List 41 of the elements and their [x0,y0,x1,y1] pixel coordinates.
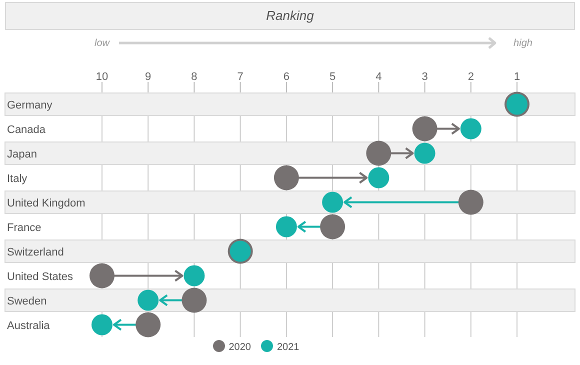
y-tick-label: United States [7,270,74,283]
y-tick-label: Canada [7,124,46,136]
point [460,118,482,140]
point [322,192,344,213]
point [412,116,438,142]
point [184,265,205,286]
y-tick-label: Switzerland [7,246,64,258]
x-tick-label: 2 [468,71,474,83]
point [414,142,436,164]
y-tick-label: United Kingdom [7,197,86,210]
x-tick-label: 5 [329,71,336,83]
point [366,140,392,166]
point [182,288,207,313]
x-tick-label: 7 [237,71,244,83]
point [92,314,112,336]
y-tick-label: Japan [7,148,37,160]
x-tick-label: 8 [191,71,198,83]
x-tick-label: 10 [96,71,108,83]
x-tick-label: 4 [376,71,382,83]
x-tick-label: 3 [422,71,428,83]
text: high [514,38,533,49]
x-tick-label: 6 [283,71,290,83]
point [320,214,346,240]
point [136,312,161,338]
x-tick-label: 9 [145,71,152,83]
y-tick-label: France [7,222,42,234]
point [368,167,390,188]
y-tick-label: Germany [7,99,53,112]
point [138,290,159,311]
chart-title: Ranking [5,2,575,30]
point [458,190,484,215]
y-tick-label: Sweden [7,295,47,308]
point [276,216,297,238]
x-tick-label: 1 [514,71,520,83]
y-tick-label: Australia [7,320,51,332]
legend-label: 2021 [277,342,300,353]
text: low [94,38,110,49]
legend-label: 2020 [228,342,251,353]
y-tick-label: Italy [7,172,28,185]
point [274,165,299,190]
point [90,263,114,288]
